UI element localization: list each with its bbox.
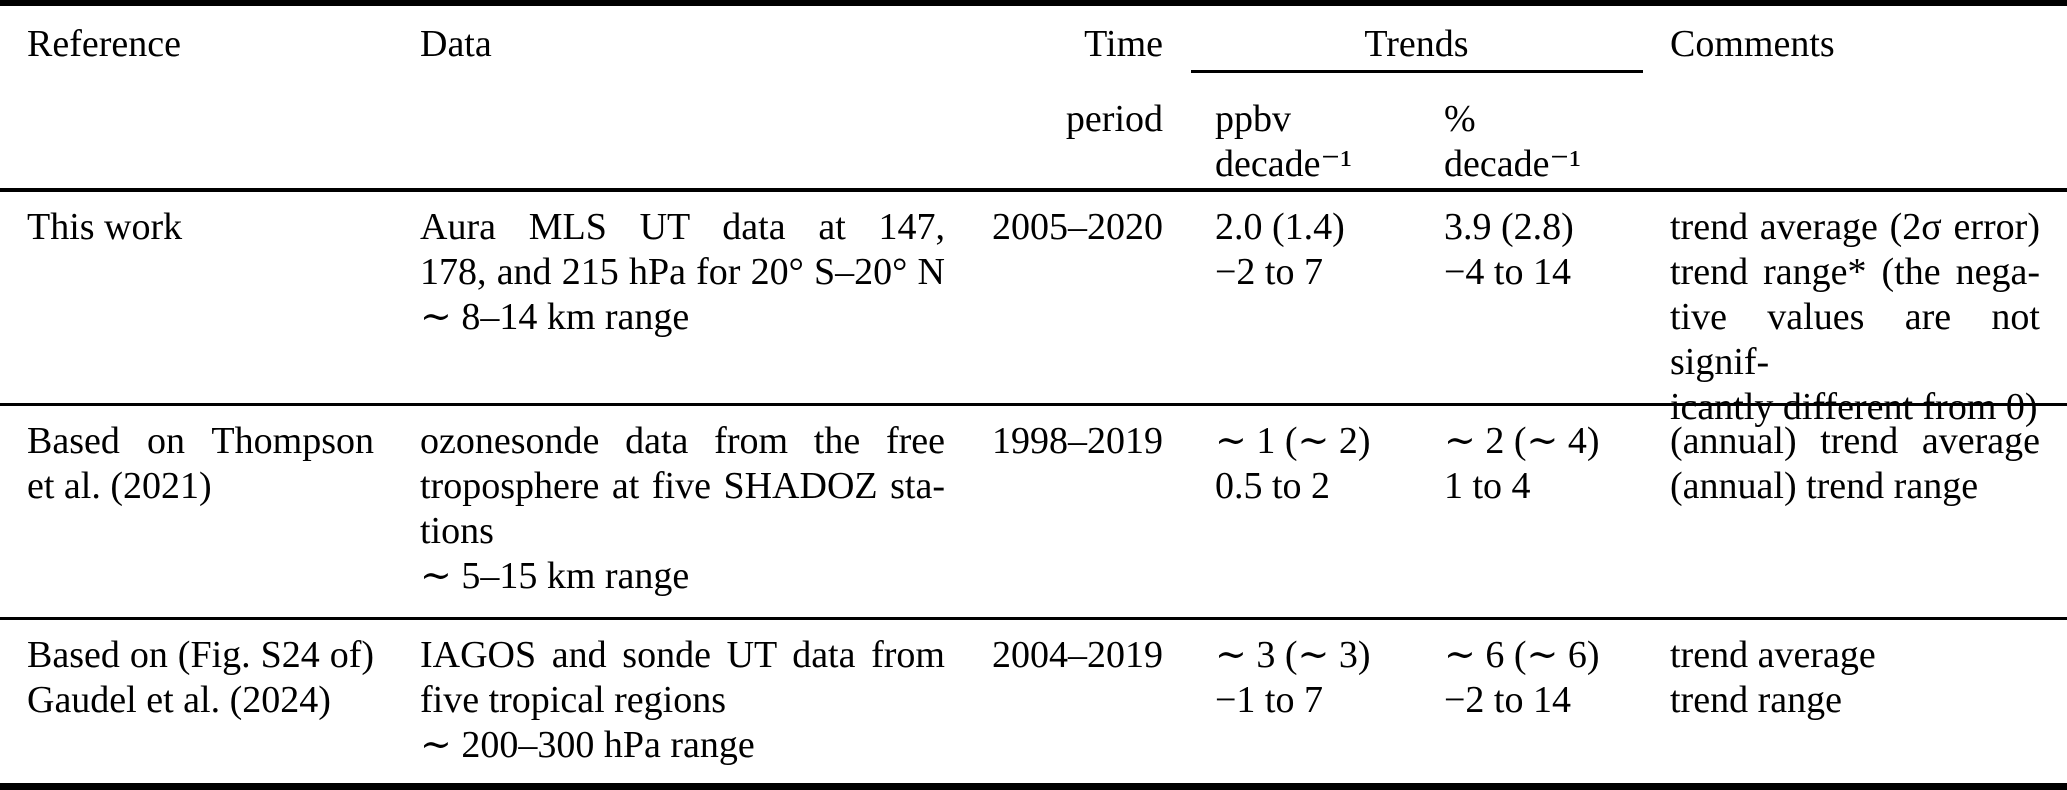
cell-line: 3.9 (2.8) [1444,206,1574,248]
trend-percent-cell: ∼ 6 (∼ 6) −2 to 14 [1444,633,1670,783]
trends-spanner-rule [1191,70,1643,73]
header-unit-ppbv: ppbv decade⁻¹ [1163,97,1444,187]
reference-cell: Based on Thompson et al. (2021) [27,419,420,617]
cell-line: ∼ 3 (∼ 3) [1215,634,1371,676]
cell-line: 178, and 215 hPa for 20° S–20° N [420,251,945,293]
row-separator-rule [0,617,2067,620]
header-trends-group: Trends ppbv decade⁻¹ % decade⁻¹ [1163,22,1670,188]
header-time-period: Time period [965,22,1163,188]
cell-line: tive values are not signif- [1670,296,2040,383]
data-cell: IAGOS and sonde UT data from five tropic… [420,633,965,783]
data-cell: Aura MLS UT data at 147, 178, and 215 hP… [420,205,965,430]
comments-cell: trend average trend range [1670,633,2040,783]
cell-line: tions [420,510,494,552]
cell-line: This work [27,206,183,248]
cell-line: ∼ 200–300 hPa range [420,724,755,766]
cell-line: et al. (2021) [27,465,212,507]
cell-line: −2 to 7 [1215,251,1323,293]
header-comments: Comments [1670,23,1835,65]
comments-cell: (annual) trend average (annual) trend ra… [1670,419,2040,617]
header-separator-rule [0,188,2067,192]
cell-line: trend range [1670,679,1842,721]
cell-line: ∼ 6 (∼ 6) [1444,634,1600,676]
unit-percent-line2: decade⁻¹ [1444,143,1581,185]
cell-line: troposphere at five SHADOZ sta- [420,465,945,507]
unit-ppbv-line1: ppbv [1215,98,1291,140]
time-period-cell: 1998–2019 [992,420,1163,462]
header-data: Data [420,23,492,65]
header-time-line: Time [1084,23,1163,65]
cell-line: (annual) trend average [1670,420,2040,462]
table-row: Based on Thompson et al. (2021) ozoneson… [0,406,2067,617]
header-trends: Trends [1364,23,1469,65]
cell-line: ∼ 5–15 km range [420,555,690,597]
cell-line: 2.0 (1.4) [1215,206,1345,248]
reference-cell: This work [27,205,420,430]
cell-line: 0.5 to 2 [1215,465,1331,507]
trend-ppbv-cell: 2.0 (1.4) −2 to 7 [1163,205,1444,430]
cell-line: trend average (2σ error) [1670,206,2040,248]
cell-line: Based on Thompson [27,420,374,462]
cell-line: ozonesonde data from the free [420,420,945,462]
cell-line: icantly different from 0) [1670,386,2038,428]
trend-ppbv-cell: ∼ 1 (∼ 2) 0.5 to 2 [1163,419,1444,617]
table-row: Based on (Fig. S24 of) Gaudel et al. (20… [0,620,2067,783]
cell-line: trend average [1670,634,1876,676]
cell-line: IAGOS and sonde UT data from [420,634,945,676]
cell-line: −1 to 7 [1215,679,1323,721]
table-row: This work Aura MLS UT data at 147, 178, … [0,192,2067,428]
trend-units: ppbv decade⁻¹ % decade⁻¹ [1163,97,1670,187]
cell-line: Aura MLS UT data at 147, [420,206,945,248]
trend-percent-cell: ∼ 2 (∼ 4) 1 to 4 [1444,419,1670,617]
cell-line: ∼ 2 (∼ 4) [1444,420,1600,462]
cell-line: −4 to 14 [1444,251,1571,293]
comments-cell: trend average (2σ error) trend range* (t… [1670,205,2040,430]
time-period-cell: 2005–2020 [992,206,1163,248]
cell-line: five tropical regions [420,679,727,721]
top-rule [0,0,2067,6]
row-separator-rule [0,403,2067,406]
data-cell: ozonesonde data from the free tropospher… [420,419,965,617]
header-unit-percent: % decade⁻¹ [1444,97,1670,187]
cell-line: −2 to 14 [1444,679,1571,721]
cell-line: 1 to 4 [1444,465,1531,507]
reference-cell: Based on (Fig. S24 of) Gaudel et al. (20… [27,633,420,783]
cell-line: trend range* (the nega- [1670,251,2040,293]
cell-line: (annual) trend range [1670,465,1979,507]
bottom-rule [0,783,2067,790]
unit-ppbv-line2: decade⁻¹ [1215,143,1352,185]
header-period-line: period [1065,98,1163,140]
cell-line: Based on (Fig. S24 of) [27,634,374,676]
trend-ppbv-cell: ∼ 3 (∼ 3) −1 to 7 [1163,633,1444,783]
time-period-cell: 2004–2019 [992,634,1163,676]
unit-percent-line1: % [1444,98,1476,140]
trend-percent-cell: 3.9 (2.8) −4 to 14 [1444,205,1670,430]
header-reference: Reference [27,23,181,65]
table-header-row: Reference Data Time period Trends ppbv d… [0,6,2067,188]
cell-line: ∼ 1 (∼ 2) [1215,420,1371,462]
cell-line: ∼ 8–14 km range [420,296,690,338]
cell-line: Gaudel et al. (2024) [27,679,331,721]
